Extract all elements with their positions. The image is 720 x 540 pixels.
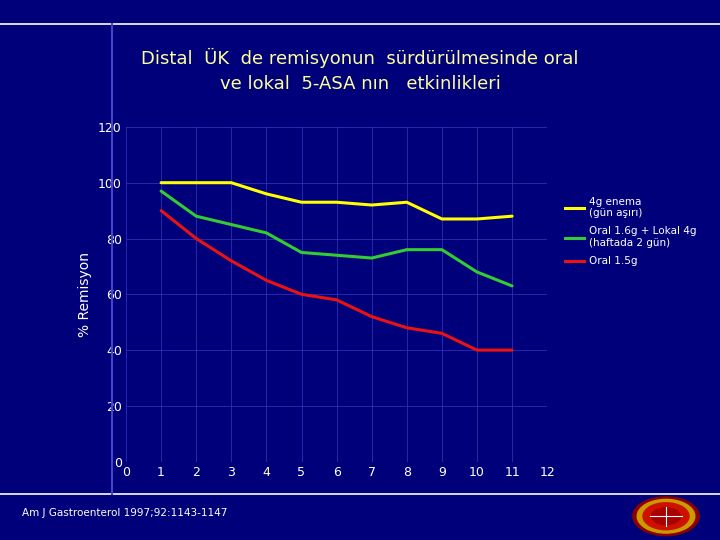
Circle shape <box>633 497 699 536</box>
Text: Distal  ÜK  de remisyonun  sürdürülmesinde oral
ve lokal  5-ASA nın   etkinlikle: Distal ÜK de remisyonun sürdürülmesinde … <box>141 48 579 93</box>
Circle shape <box>652 508 680 525</box>
Circle shape <box>637 500 695 533</box>
Text: Am J Gastroenterol 1997;92:1143-1147: Am J Gastroenterol 1997;92:1143-1147 <box>22 508 227 518</box>
Legend: 4g enema
(gün aşırı), Oral 1.6g + Lokal 4g
(haftada 2 gün), Oral 1.5g: 4g enema (gün aşırı), Oral 1.6g + Lokal … <box>561 192 701 271</box>
Y-axis label: % Remisyon: % Remisyon <box>78 252 92 337</box>
Circle shape <box>643 503 689 530</box>
